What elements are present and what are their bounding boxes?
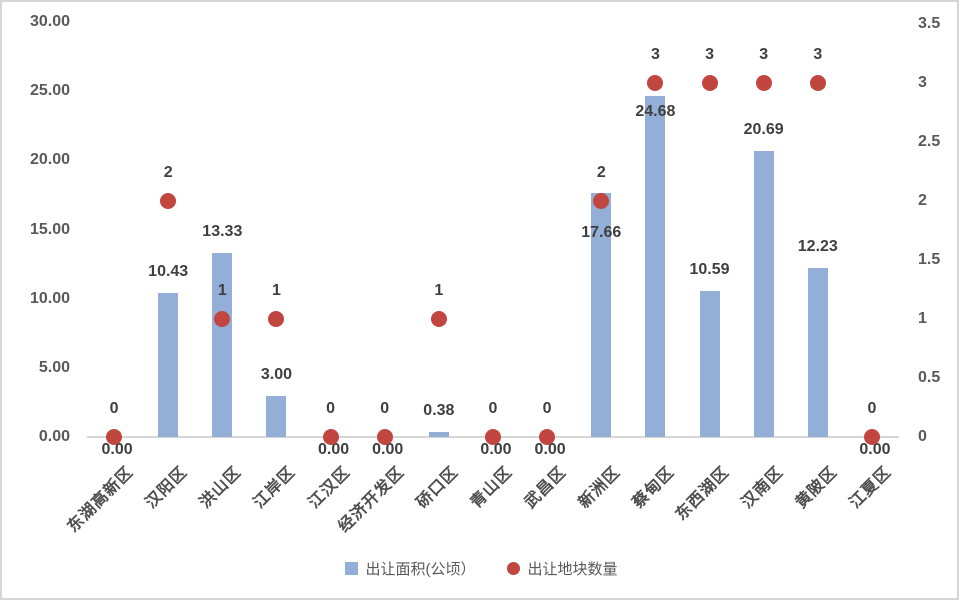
scatter-dot-mark xyxy=(106,429,123,445)
bar-data-label: 0.00 xyxy=(101,441,133,458)
bar-series-swatch-icon xyxy=(345,561,359,575)
left-axis-tick-label: 5.00 xyxy=(38,358,70,376)
scatter-dot-mark xyxy=(376,429,393,445)
bar-mark xyxy=(266,395,287,437)
legend-item-dot-series[interactable]: 出让地块数量 xyxy=(507,558,618,579)
bar-data-label: 13.33 xyxy=(202,222,243,240)
dot-data-label: 3 xyxy=(759,46,769,63)
dot-data-label: 0 xyxy=(867,400,877,417)
left-axis-tick-label: 15.00 xyxy=(29,220,70,238)
right-axis-tick-label: 0.5 xyxy=(918,369,941,386)
bar-mark xyxy=(645,95,666,437)
left-axis-tick-label: 30.00 xyxy=(29,13,70,30)
scatter-dot-mark xyxy=(160,193,177,209)
bar-data-label: 0.00 xyxy=(318,441,350,458)
bar-data-label: 0.00 xyxy=(859,441,891,458)
bar-mark xyxy=(591,192,612,437)
x-axis-category-label: 江夏区 xyxy=(846,463,895,512)
bar-mark xyxy=(428,431,449,437)
dot-data-label: 3 xyxy=(813,46,823,63)
bar-data-label: 0.00 xyxy=(372,441,404,458)
x-axis-category-label: 汉南区 xyxy=(738,463,787,512)
bar-data-label: 0.38 xyxy=(423,401,455,419)
dot-data-label: 1 xyxy=(434,282,444,299)
left-axis-tick-label: 10.00 xyxy=(29,289,70,307)
x-axis-category-label: 东西湖区 xyxy=(672,463,733,524)
left-axis-tick-label: 20.00 xyxy=(29,151,70,169)
bar-mark xyxy=(212,252,233,437)
scatter-dot-mark xyxy=(701,75,718,91)
bar-mark xyxy=(699,290,720,437)
x-axis-category-label: 硚口区 xyxy=(413,463,462,512)
scatter-dot-mark xyxy=(430,311,447,327)
dot-data-label: 0 xyxy=(109,400,119,417)
bar-data-label: 3.00 xyxy=(260,365,293,383)
bar-data-label: 20.69 xyxy=(743,120,784,138)
bar-mark xyxy=(807,267,828,437)
scatter-dot-mark xyxy=(485,429,501,445)
bar-data-label: 17.66 xyxy=(581,223,622,241)
right-axis-tick-label: 3 xyxy=(918,74,927,91)
scatter-dot-mark xyxy=(539,429,556,445)
x-axis-category-label: 汉阳区 xyxy=(142,463,191,512)
scatter-dot-mark xyxy=(268,311,285,327)
dot-data-label: 1 xyxy=(217,282,227,299)
x-axis-category-label: 武昌区 xyxy=(521,463,570,512)
right-axis-tick-label: 3.5 xyxy=(918,15,941,32)
bar-data-label: 10.43 xyxy=(148,262,189,280)
x-axis-category-label: 东湖高新区 xyxy=(64,463,137,536)
bar-data-label: 0.00 xyxy=(480,441,512,458)
right-axis-tick-label: 1 xyxy=(918,310,927,327)
bar-mark xyxy=(158,292,179,437)
scatter-dot-mark xyxy=(755,75,772,91)
legend-label-bar-series: 出让面积(公顷） xyxy=(365,560,476,578)
scatter-dot-mark xyxy=(863,429,880,445)
x-axis-category-label: 江汉区 xyxy=(305,463,354,512)
scatter-dot-mark xyxy=(214,311,231,327)
x-axis-category-label: 黄陂区 xyxy=(792,463,841,512)
dot-data-label: 0 xyxy=(326,400,336,417)
dot-data-label: 0 xyxy=(380,400,390,417)
x-axis-category-label: 新洲区 xyxy=(575,463,625,512)
left-axis-tick-label: 25.00 xyxy=(29,82,70,100)
x-axis-category-label: 洪山区 xyxy=(196,463,246,512)
scatter-dot-mark xyxy=(322,429,339,445)
bar-data-label: 0.00 xyxy=(534,441,566,458)
bar-data-label: 12.23 xyxy=(797,237,838,255)
scatter-dot-mark xyxy=(593,193,610,209)
dot-data-label: 1 xyxy=(272,282,281,299)
right-axis-tick-label: 1.5 xyxy=(918,251,941,268)
x-axis-category-label: 青山区 xyxy=(467,463,516,512)
x-axis-category-label: 江岸区 xyxy=(251,463,300,512)
dot-data-label: 3 xyxy=(705,46,714,63)
bar-data-label: 24.68 xyxy=(635,102,676,120)
dot-data-label: 3 xyxy=(650,46,660,63)
scatter-dot-mark xyxy=(647,75,664,91)
left-axis-tick-label: 0.00 xyxy=(38,428,70,445)
legend-label-dot-series: 出让地块数量 xyxy=(527,560,618,578)
dot-data-label: 2 xyxy=(163,164,173,181)
dot-data-label: 2 xyxy=(596,164,606,181)
scatter-dot-mark xyxy=(809,75,826,91)
right-axis-tick-label: 0 xyxy=(918,428,927,445)
legend: 出让面积(公顷） 出让地块数量 xyxy=(2,555,957,581)
bar-mark xyxy=(753,150,774,437)
right-axis-tick-label: 2 xyxy=(918,192,927,209)
right-axis-tick-label: 2.5 xyxy=(918,133,941,150)
x-axis-category-label: 蔡甸区 xyxy=(630,463,679,512)
dot-data-label: 0 xyxy=(488,400,498,417)
dot-data-label: 0 xyxy=(542,400,552,417)
bar-data-label: 10.59 xyxy=(689,260,730,278)
dot-series-swatch-icon xyxy=(507,561,521,575)
legend-item-bar-series[interactable]: 出让面积(公顷） xyxy=(345,558,475,579)
